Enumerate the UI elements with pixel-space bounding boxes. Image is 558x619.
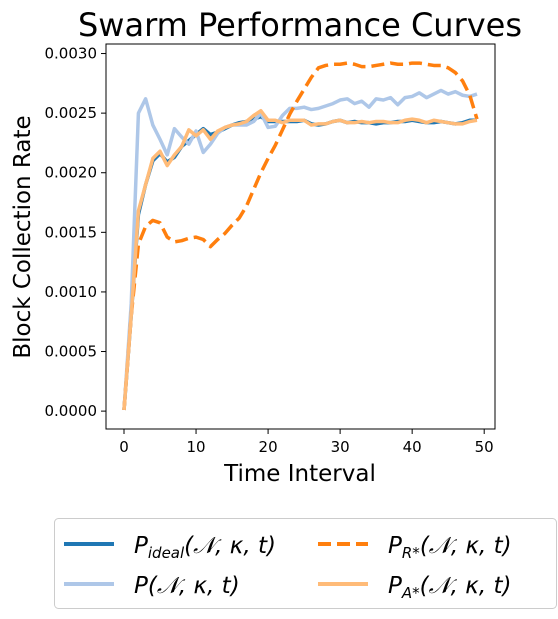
- x-axis: 0 10 20 30 40 50: [119, 429, 494, 456]
- y-tick-label: 0.0010: [45, 283, 98, 301]
- legend-label-astar: PA*(𝒩, κ, t): [388, 573, 511, 602]
- plot-area: [106, 44, 495, 429]
- x-tick-label: 10: [186, 438, 205, 456]
- legend: Pideal(𝒩, κ, t) PR*(𝒩, κ, t) P(𝒩, κ, t) PA*…: [54, 518, 557, 609]
- y-tick-label: 0.0020: [45, 164, 98, 182]
- x-tick-label: 30: [331, 438, 350, 456]
- y-axis: 0.0000 0.0005 0.0010 0.0015 0.0020 0.0025 0.00…: [45, 45, 106, 420]
- series-layer: [122, 61, 479, 411]
- legend-label-rstar: PR*(𝒩, κ, t): [388, 533, 512, 562]
- legend-label-ideal: Pideal(𝒩, κ, t): [134, 533, 276, 562]
- legend-frame: [54, 518, 557, 609]
- series-line-2: [122, 61, 479, 411]
- x-axis-label: Time Interval: [223, 461, 376, 487]
- series-line-3: [122, 109, 478, 411]
- y-tick-label: 0.0025: [45, 104, 98, 122]
- y-tick-label: 0.0015: [45, 223, 98, 241]
- plot-frame: [105, 43, 496, 430]
- legend-entries: Pideal(𝒩, κ, t) PR*(𝒩, κ, t) P(𝒩, κ, t) PA*…: [64, 533, 512, 602]
- chart-title: Swarm Performance Curves: [78, 6, 522, 44]
- y-tick-label: 0.0000: [45, 402, 98, 420]
- y-tick-label: 0.0005: [45, 343, 98, 361]
- x-tick-label: 50: [475, 438, 494, 456]
- y-tick-label: 0.0030: [45, 45, 98, 63]
- series-line-1: [122, 88, 478, 411]
- y-axis-label: Block Collection Rate: [10, 115, 36, 358]
- x-tick-label: 0: [119, 438, 129, 456]
- x-tick-label: 40: [403, 438, 422, 456]
- legend-label-plain: P(𝒩, κ, t): [134, 573, 240, 599]
- x-tick-label: 20: [259, 438, 278, 456]
